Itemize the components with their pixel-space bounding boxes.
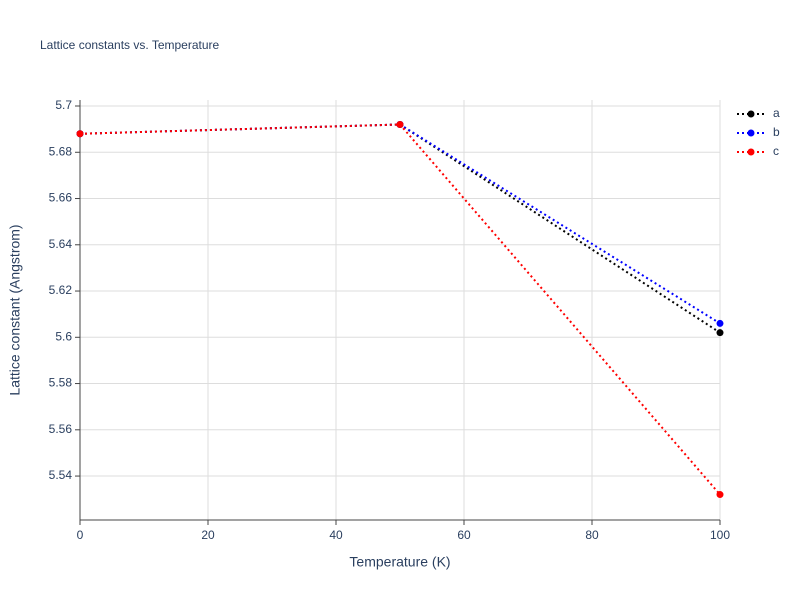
legend-marker xyxy=(747,129,755,137)
legend-marker xyxy=(747,148,755,156)
y-axis-title: Lattice constant (Angstrom) xyxy=(7,224,23,395)
y-tick-label: 5.62 xyxy=(49,283,73,297)
legend-marker xyxy=(747,110,755,118)
y-tick-label: 5.56 xyxy=(49,422,73,436)
legend-label: a xyxy=(773,106,780,120)
y-tick-label: 5.64 xyxy=(49,237,73,251)
y-tick-label: 5.7 xyxy=(55,98,72,112)
y-tick-label: 5.66 xyxy=(49,191,73,205)
legend-label: b xyxy=(773,125,780,139)
data-point xyxy=(716,319,724,327)
chart-title: Lattice constants vs. Temperature xyxy=(40,38,220,52)
series-line xyxy=(79,123,721,496)
y-tick-label: 5.68 xyxy=(49,144,73,158)
x-tick-label: 20 xyxy=(201,528,215,542)
x-tick-label: 40 xyxy=(329,528,343,542)
series-line xyxy=(79,123,721,334)
y-tick-label: 5.6 xyxy=(55,329,72,343)
x-tick-label: 60 xyxy=(457,528,471,542)
data-point xyxy=(396,121,404,129)
data-point xyxy=(76,130,84,138)
data-point xyxy=(716,491,724,499)
series-line xyxy=(79,123,721,325)
legend-label: c xyxy=(773,144,779,158)
y-tick-label: 5.58 xyxy=(49,376,73,390)
x-axis-title: Temperature (K) xyxy=(349,554,450,570)
y-tick-label: 5.54 xyxy=(49,468,73,482)
data-point xyxy=(716,329,724,337)
x-tick-label: 0 xyxy=(77,528,84,542)
x-tick-label: 100 xyxy=(710,528,730,542)
x-tick-label: 80 xyxy=(585,528,599,542)
